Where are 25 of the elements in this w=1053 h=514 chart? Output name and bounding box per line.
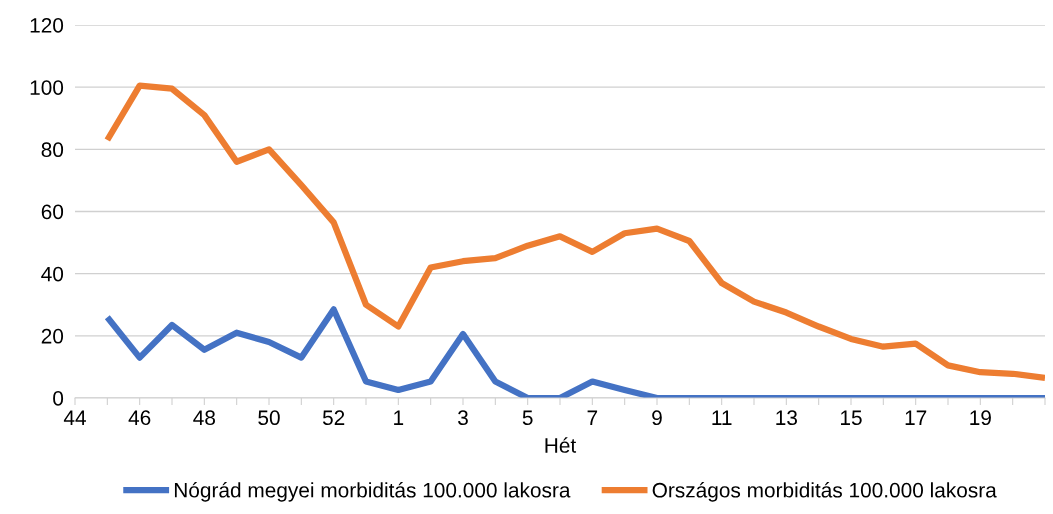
x-tick-label: 17	[905, 410, 927, 425]
y-tick-label: 40	[41, 266, 64, 282]
x-tick-label: 19	[970, 410, 991, 426]
x-tick-label: 13	[776, 410, 798, 426]
x-tick-label: 52	[322, 410, 345, 426]
y-tick-label: 100	[30, 80, 64, 95]
x-axis-title: Hét	[545, 437, 577, 453]
x-tick-label: 9	[652, 410, 662, 426]
y-tick-label: 0	[53, 391, 64, 406]
x-tick-label: 7	[587, 410, 598, 425]
y-tick-label: 20	[41, 328, 64, 344]
x-tick-label: 48	[193, 410, 216, 426]
y-tick-label: 80	[41, 142, 64, 158]
y-tick-label: 60	[41, 204, 64, 220]
x-tick-label: 3	[458, 410, 468, 426]
x-tick-label: 11	[712, 410, 732, 425]
x-tick-label: 44	[63, 410, 86, 425]
y-tick-label: 120	[30, 18, 64, 33]
x-tick-label: 15	[841, 410, 862, 426]
x-tick-label: 1	[394, 410, 404, 425]
x-tick-label: 46	[128, 410, 151, 426]
legend-label: Országos morbiditás 100.000 lakosra	[652, 482, 997, 502]
x-tick-label: 5	[522, 410, 533, 426]
legend-label: Nógrád megyei morbiditás 100.000 lakosra	[174, 482, 571, 502]
x-tick-label: 50	[258, 410, 280, 426]
